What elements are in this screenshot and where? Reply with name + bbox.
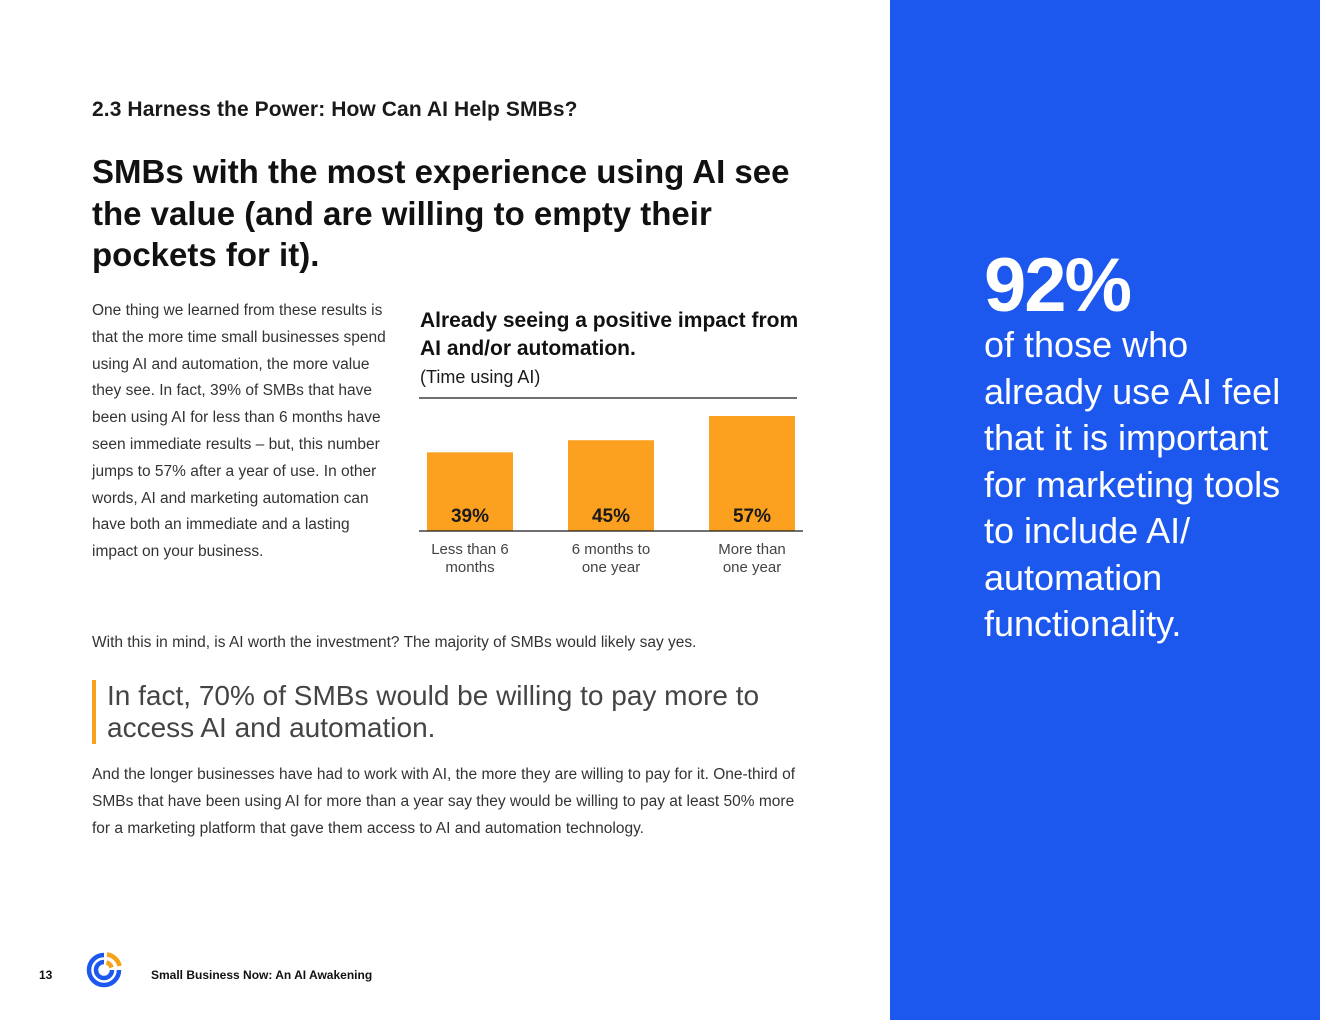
chart-bar: [427, 452, 513, 531]
chart-value-label: 39%: [451, 506, 489, 527]
stat-value: 92%: [984, 243, 1132, 328]
chart-bar: [709, 416, 795, 531]
chart-category-label: 6 months to one year: [572, 541, 650, 576]
chart-value-label: 45%: [592, 506, 630, 527]
brand-logo-icon: [86, 952, 122, 988]
pull-quote: In fact, 70% of SMBs would be willing to…: [92, 680, 792, 744]
chart-value-label: 57%: [733, 506, 771, 527]
closing-paragraph: And the longer businesses have had to wo…: [92, 766, 796, 837]
chart-category-label: Less than 6 months: [431, 541, 509, 576]
chart-category-label: More than one year: [718, 541, 786, 576]
chart-plot-area: 39% Less than 6 months 45% 6 months to one ye…: [419, 397, 803, 576]
intro-paragraph: One thing we learned from these results …: [92, 302, 386, 561]
pull-quote-text: In fact, 70% of SMBs would be willing to…: [107, 680, 760, 743]
section-label: 2.3 Harness the Power: How Can AI Help S…: [92, 98, 578, 121]
stat-description: of those who already use AI feel that it…: [984, 324, 1281, 644]
page-headline: SMBs with the most experience using AI s…: [92, 153, 790, 273]
chart-title: Already seeing a positive impact from AI…: [420, 309, 799, 360]
chart-subtitle: (Time using AI): [420, 367, 541, 387]
time-using-ai-bar-chart: Already seeing a positive impact from AI…: [418, 305, 808, 595]
page-number: 13: [39, 968, 53, 982]
stat-callout-panel: 92% of those who already use AI feel tha…: [890, 0, 1320, 1020]
investment-question-paragraph: With this in mind, is AI worth the inves…: [92, 634, 697, 651]
footer-report-title: Small Business Now: An AI Awakening: [151, 968, 373, 982]
chart-bar: [568, 440, 654, 531]
